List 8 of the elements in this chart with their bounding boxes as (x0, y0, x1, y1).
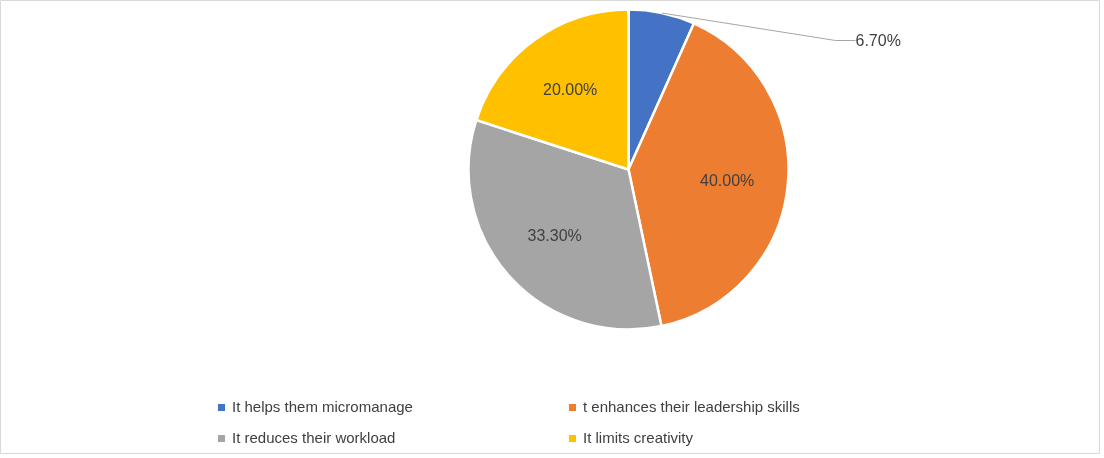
data-label: 33.30% (527, 227, 582, 245)
legend-label: t enhances their leadership skills (583, 398, 801, 415)
data-label: 20.00% (543, 80, 598, 98)
legend-label: It helps them micromanage (232, 398, 414, 415)
legend-label: It limits creativity (583, 429, 694, 446)
data-label: 40.00% (700, 171, 755, 189)
legend-label: It reduces their workload (232, 429, 397, 446)
data-label: 6.70% (855, 32, 901, 49)
